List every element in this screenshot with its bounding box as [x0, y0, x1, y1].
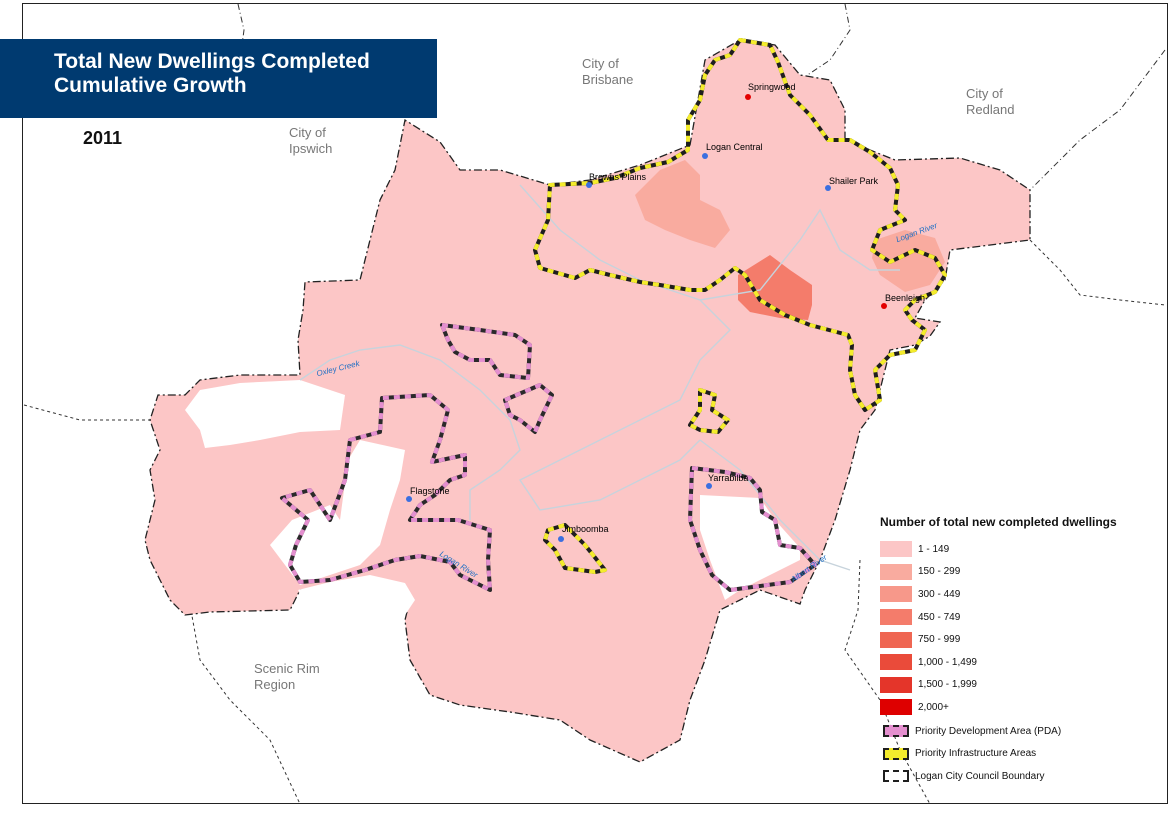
legend-row: 300 - 449	[880, 583, 1165, 606]
legend-line-swatch	[883, 770, 909, 783]
region-label-redland: City of Redland	[966, 86, 1015, 117]
town-dot	[881, 303, 887, 309]
legend-row: 1,000 - 1,499	[880, 651, 1165, 674]
legend-label: 750 - 999	[918, 634, 961, 646]
legend-swatch	[880, 609, 912, 626]
legend-swatch	[880, 631, 912, 648]
neighbour-boundary	[1029, 49, 1166, 191]
place-label: Browns Plains	[589, 172, 647, 182]
legend-title: Number of total new completed dwellings	[880, 515, 1117, 529]
place-label: Springwood	[748, 82, 796, 92]
legend-row: 450 - 749	[880, 606, 1165, 629]
place-label: Jimboomba	[562, 524, 609, 534]
river-line	[699, 439, 851, 571]
pia-boundaries	[533, 38, 947, 574]
legend-label: Logan City Council Boundary	[915, 770, 1045, 782]
non-residential-area	[298, 575, 415, 615]
legend-row: 1 - 149	[880, 538, 1165, 561]
title-line-1: Total New Dwellings Completed	[54, 50, 370, 73]
logan-city-area	[144, 39, 1031, 763]
place-label: Logan Central	[706, 142, 763, 152]
place-label: Yarrabilba	[708, 473, 749, 483]
legend-label: Priority Infrastructure Areas	[915, 748, 1037, 760]
title-line-2: Cumulative Growth	[54, 74, 247, 97]
legend-line-swatch	[883, 747, 909, 760]
region-label-scenic-rim: Scenic Rim Region	[254, 661, 320, 692]
legend-swatch	[880, 586, 912, 603]
legend-swatch	[880, 676, 912, 693]
legend-line-swatch	[883, 725, 909, 738]
legend-label: 450 - 749	[918, 611, 961, 623]
legend-label: Priority Development Area (PDA)	[915, 725, 1062, 737]
neighbour-boundary	[799, 3, 851, 81]
river-line	[699, 208, 900, 301]
non-residential-area	[270, 440, 405, 585]
neighbour-boundary	[23, 404, 150, 421]
town-dot	[825, 185, 831, 191]
legend-label: 150 - 299	[918, 566, 961, 578]
legend-row: 750 - 999	[880, 628, 1165, 651]
legend-bins: 1 - 149 150 - 299 300 - 449 450 - 749 750 - …	[880, 538, 1165, 719]
legend-label: 300 - 449	[918, 588, 961, 600]
legend-label: 1,000 - 1,499	[918, 656, 977, 668]
legend-swatch	[880, 563, 912, 580]
growth-zone-150-299	[635, 160, 730, 248]
place-label: Shailer Park	[829, 176, 879, 186]
legend-swatch	[880, 654, 912, 671]
legend: Number of total new completed dwellings …	[880, 515, 1165, 788]
town-dot	[702, 153, 708, 159]
growth-zone-300-449	[738, 255, 812, 320]
legend-row: Priority Infrastructure Areas	[880, 742, 1165, 765]
pda-boundaries	[280, 323, 817, 592]
town-dot	[745, 94, 751, 100]
legend-row: 1,500 - 1,999	[880, 674, 1165, 697]
legend-row: 2,000+	[880, 696, 1165, 719]
legend-swatch	[880, 699, 912, 716]
legend-row: Logan City Council Boundary	[880, 765, 1165, 788]
neighbour-boundary	[1029, 239, 1166, 306]
title-banner: Total New Dwellings Completed Cumulative…	[0, 39, 437, 118]
non-residential-area	[185, 380, 345, 448]
legend-label: 2,000+	[918, 701, 949, 713]
place-label: Flagstone	[410, 486, 450, 496]
legend-lines: Priority Development Area (PDA) Priority …	[880, 720, 1165, 788]
legend-label: 1 - 149	[918, 543, 950, 555]
neighbour-boundary	[229, 3, 301, 111]
neighbour-boundary	[189, 604, 301, 805]
legend-row: Priority Development Area (PDA)	[880, 720, 1165, 743]
year-label: 2011	[83, 128, 123, 148]
town-dot	[586, 182, 592, 188]
river-line	[299, 344, 521, 520]
river-line	[518, 184, 731, 511]
town-dot	[706, 483, 712, 489]
region-label-ipswich: City of Ipswich	[289, 125, 333, 156]
town-dot	[406, 496, 412, 502]
legend-row: 150 - 299	[880, 561, 1165, 584]
region-label-brisbane: City of Brisbane	[582, 56, 634, 87]
place-label: Beenleigh	[885, 293, 926, 303]
legend-label: 1,500 - 1,999	[918, 679, 977, 691]
legend-swatch	[880, 541, 912, 558]
town-dot	[558, 536, 564, 542]
growth-zone-150-299	[872, 230, 945, 292]
